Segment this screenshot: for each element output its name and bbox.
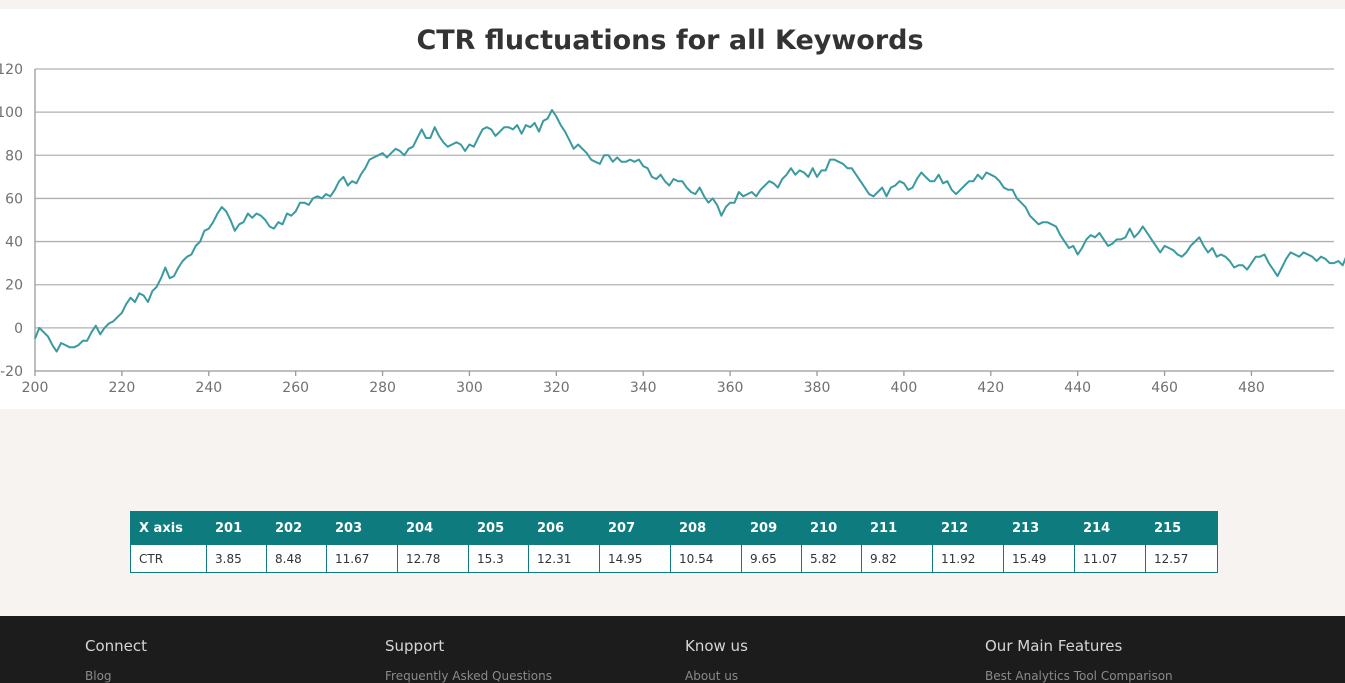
x-tick-label: 400 <box>891 380 918 396</box>
x-tick-label: 240 <box>195 380 222 396</box>
table-cell: 5.82 <box>801 544 862 573</box>
table-cell: 12.57 <box>1145 544 1218 573</box>
series-line-ctr <box>34 109 1345 353</box>
table-cell: 15.3 <box>468 544 529 573</box>
table-header-cell: 207 <box>599 511 671 545</box>
chart-panel: -20 0 20 40 60 80 100 120 200 220 240 260 280 300 320… <box>0 9 1345 409</box>
x-tick-label: 280 <box>369 380 396 396</box>
y-tick-label: 100 <box>0 105 23 121</box>
ctr-line-chart: -20 0 20 40 60 80 100 120 200 220 240 260 280 300 320… <box>0 25 1345 396</box>
table-cell: 12.78 <box>397 544 469 573</box>
x-tick-label: 440 <box>1064 380 1091 396</box>
table-cell: 9.65 <box>741 544 802 573</box>
footer-link-tool-comparison[interactable]: Best Analytics Tool Comparison <box>985 669 1173 683</box>
x-tick-label: 420 <box>977 380 1004 396</box>
y-tick-label: 60 <box>5 191 23 207</box>
table-cell: 12.31 <box>528 544 600 573</box>
table-header-cell: 201 <box>206 511 267 545</box>
table-header-cell: 215 <box>1145 511 1218 545</box>
table-cell: 11.67 <box>326 544 398 573</box>
table-header-cell: 212 <box>932 511 1004 545</box>
footer-column-support: Support Frequently Asked Questions <box>385 638 552 683</box>
chart-title: CTR fluctuations for all Keywords <box>416 25 923 56</box>
table-row: CTR 3.85 8.48 11.67 12.78 15.3 12.31 14.95 10.5… <box>130 544 1218 573</box>
table-header-cell: 202 <box>266 511 327 545</box>
x-tick-label: 220 <box>109 380 136 396</box>
table-cell: 11.92 <box>932 544 1004 573</box>
y-axis-ticks: -20 0 20 40 60 80 100 120 <box>0 62 23 380</box>
footer-link-faq[interactable]: Frequently Asked Questions <box>385 669 552 683</box>
table-header-cell: 213 <box>1003 511 1075 545</box>
table-header-cell: 204 <box>397 511 469 545</box>
x-tick-label: 460 <box>1151 380 1178 396</box>
footer-column-know-us: Know us About us <box>685 638 748 683</box>
x-tick-label: 200 <box>22 380 49 396</box>
grid-layer <box>34 68 1334 372</box>
y-tick-label: 80 <box>5 148 23 164</box>
table-cell: 8.48 <box>266 544 327 573</box>
table-cell: 15.49 <box>1003 544 1075 573</box>
y-tick-label: -20 <box>0 364 23 380</box>
table-header-label: X axis <box>130 511 207 545</box>
x-tick-label: 480 <box>1238 380 1265 396</box>
table-header-row: X axis 201 202 203 204 205 206 207 208 209 210 211… <box>130 511 1218 545</box>
footer-heading-know-us: Know us <box>685 637 748 655</box>
footer-column-connect: Connect Blog <box>85 638 147 683</box>
x-tick-label: 340 <box>630 380 657 396</box>
x-tick-label: 260 <box>282 380 309 396</box>
footer-column-main-features: Our Main Features Best Analytics Tool Co… <box>985 638 1173 683</box>
footer-heading-support: Support <box>385 637 445 655</box>
footer: Connect Blog Support Frequently Asked Qu… <box>0 616 1345 683</box>
table-header-cell: 208 <box>670 511 742 545</box>
x-tick-label: 360 <box>717 380 744 396</box>
x-axis-ticks: 200 220 240 260 280 300 320 340 360 380 400 420 440 4… <box>22 371 1265 396</box>
table-header-cell: 210 <box>801 511 862 545</box>
y-tick-label: 20 <box>5 278 23 294</box>
table-cell: 3.85 <box>206 544 267 573</box>
table-header-cell: 205 <box>468 511 529 545</box>
footer-link-about-us[interactable]: About us <box>685 669 739 683</box>
table-cell: 10.54 <box>670 544 742 573</box>
x-tick-label: 300 <box>456 380 483 396</box>
footer-heading-connect: Connect <box>85 637 148 655</box>
table-row-label: CTR <box>130 544 207 573</box>
table-cell: 14.95 <box>599 544 671 573</box>
footer-link-blog[interactable]: Blog <box>85 669 112 683</box>
table-header-cell: 211 <box>861 511 933 545</box>
x-tick-label: 380 <box>804 380 831 396</box>
table-cell: 11.07 <box>1074 544 1146 573</box>
x-tick-label: 320 <box>543 380 570 396</box>
ctr-data-table: X axis 201 202 203 204 205 206 207 208 209 210 211… <box>130 511 1218 573</box>
y-tick-label: 120 <box>0 62 23 78</box>
y-tick-label: 40 <box>5 235 23 251</box>
footer-heading-main-features: Our Main Features <box>985 637 1123 655</box>
table-header-cell: 214 <box>1074 511 1146 545</box>
table-cell: 9.82 <box>861 544 933 573</box>
table-header-cell: 203 <box>326 511 398 545</box>
table-header-cell: 209 <box>741 511 802 545</box>
table-header-cell: 206 <box>528 511 600 545</box>
y-tick-label: 0 <box>14 321 23 337</box>
